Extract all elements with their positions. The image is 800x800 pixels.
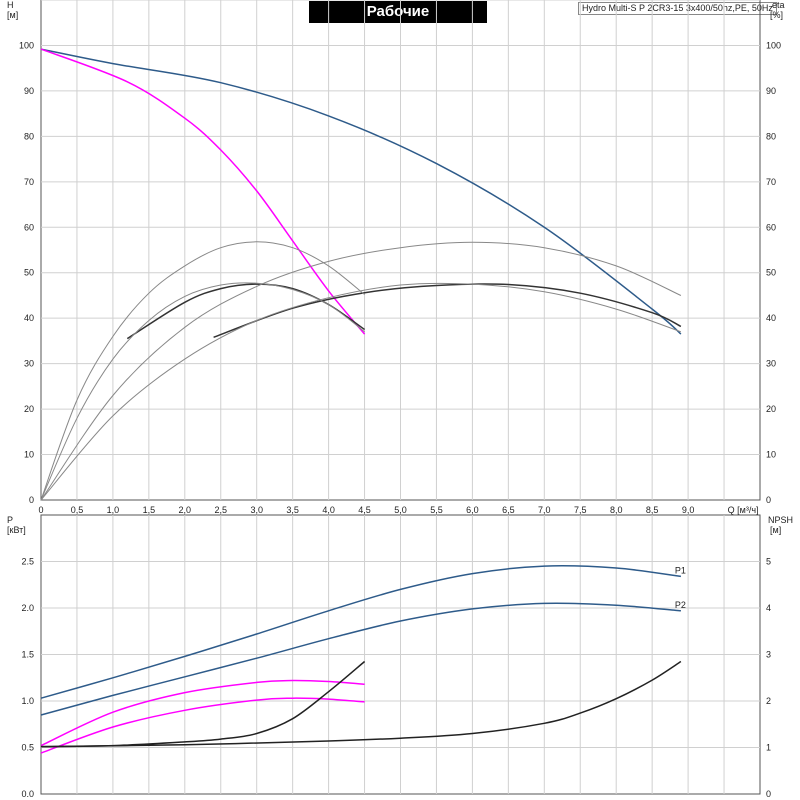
y-axis-label-left: P (7, 515, 13, 525)
y-tick-label-right: 1 (766, 743, 771, 753)
y-tick-label-left: 10 (24, 450, 34, 460)
y-axis-label-right: eta (772, 0, 785, 10)
series-line-head-4 (40, 241, 365, 501)
y-tick-label-left: 0.5 (21, 743, 34, 753)
series-label: P1 (675, 565, 686, 575)
y-tick-label-right: 10 (766, 450, 776, 460)
series-line-power-0 (40, 565, 681, 699)
x-tick-label: 4,5 (358, 505, 371, 515)
series-line-power-4 (40, 660, 366, 748)
x-tick-label: 0,5 (71, 505, 84, 515)
x-tick-label: 5,5 (430, 505, 443, 515)
series-line-head-7 (40, 282, 682, 501)
y-tick-label-right: 100 (766, 40, 781, 50)
y-tick-label-right: 60 (766, 222, 776, 232)
y-tick-label-left: 70 (24, 177, 34, 187)
x-tick-label: 3,0 (250, 505, 263, 515)
series-line-head-1 (40, 48, 366, 335)
x-tick-label: 7,5 (574, 505, 587, 515)
y-tick-label-right: 30 (766, 359, 776, 369)
y-tick-label-right: 70 (766, 177, 776, 187)
y-tick-label-right: 80 (766, 131, 776, 141)
y-tick-label-right: 3 (766, 650, 771, 660)
y-tick-label-left: 1.5 (21, 650, 34, 660)
x-tick-label: 6,0 (466, 505, 479, 515)
y-axis-unit-right: [%] (770, 10, 783, 20)
x-tick-label: 8,5 (646, 505, 659, 515)
y-tick-label-right: 0 (766, 789, 771, 799)
x-tick-label: 6,5 (502, 505, 515, 515)
y-tick-label-left: 80 (24, 131, 34, 141)
x-tick-label: 9,0 (682, 505, 695, 515)
y-tick-label-right: 90 (766, 86, 776, 96)
series-line-head-0 (40, 48, 682, 335)
y-axis-label-left: H (7, 0, 14, 10)
series-label: P2 (675, 600, 686, 610)
y-tick-label-left: 0 (29, 495, 34, 505)
x-tick-label: 8,0 (610, 505, 623, 515)
x-tick-label: 5,0 (394, 505, 407, 515)
y-tick-label-right: 2 (766, 696, 771, 706)
y-tick-label-right: 40 (766, 313, 776, 323)
series-line-power-2 (40, 679, 365, 747)
series-line-power-5 (40, 660, 682, 748)
x-tick-label: 4,0 (322, 505, 335, 515)
y-tick-label-right: 50 (766, 268, 776, 278)
y-tick-label-left: 2.0 (21, 603, 34, 613)
y-tick-label-left: 0.0 (21, 789, 34, 799)
y-tick-label-left: 1.0 (21, 696, 34, 706)
x-axis-label: Q [м³/ч] (728, 505, 759, 515)
y-tick-label-left: 90 (24, 86, 34, 96)
y-tick-label-left: 60 (24, 222, 34, 232)
x-tick-label: 2,0 (179, 505, 192, 515)
y-axis-label-right: NPSH (768, 515, 793, 525)
y-tick-label-left: 2.5 (21, 557, 34, 567)
y-tick-label-right: 0 (766, 495, 771, 505)
y-tick-label-left: 40 (24, 313, 34, 323)
y-tick-label-left: 100 (19, 40, 34, 50)
chart-title: Рабочие характеристики (309, 1, 487, 42)
y-tick-label-right: 20 (766, 404, 776, 414)
y-axis-unit-left: [м] (7, 10, 18, 20)
x-tick-label: 1,5 (143, 505, 156, 515)
y-axis-unit-left: [кВт] (7, 525, 26, 535)
x-tick-label: 1,0 (107, 505, 120, 515)
series-line-head-6 (40, 282, 365, 501)
series-line-power-1 (40, 602, 681, 716)
series-line-head-5 (40, 241, 682, 501)
series-line-power-3 (40, 697, 365, 754)
y-axis-unit-right: [м] (770, 525, 781, 535)
y-tick-label-left: 50 (24, 268, 34, 278)
y-tick-label-right: 4 (766, 603, 771, 613)
x-tick-label: 7,0 (538, 505, 551, 515)
y-tick-label-right: 5 (766, 557, 771, 567)
x-tick-label: 3,5 (286, 505, 299, 515)
model-label: Hydro Multi-S P 2CR3-15 3x400/50hz,PE, 5… (578, 2, 777, 15)
x-tick-label: 2,5 (214, 505, 227, 515)
y-tick-label-left: 30 (24, 359, 34, 369)
x-tick-label: 0 (38, 505, 43, 515)
y-tick-label-left: 20 (24, 404, 34, 414)
